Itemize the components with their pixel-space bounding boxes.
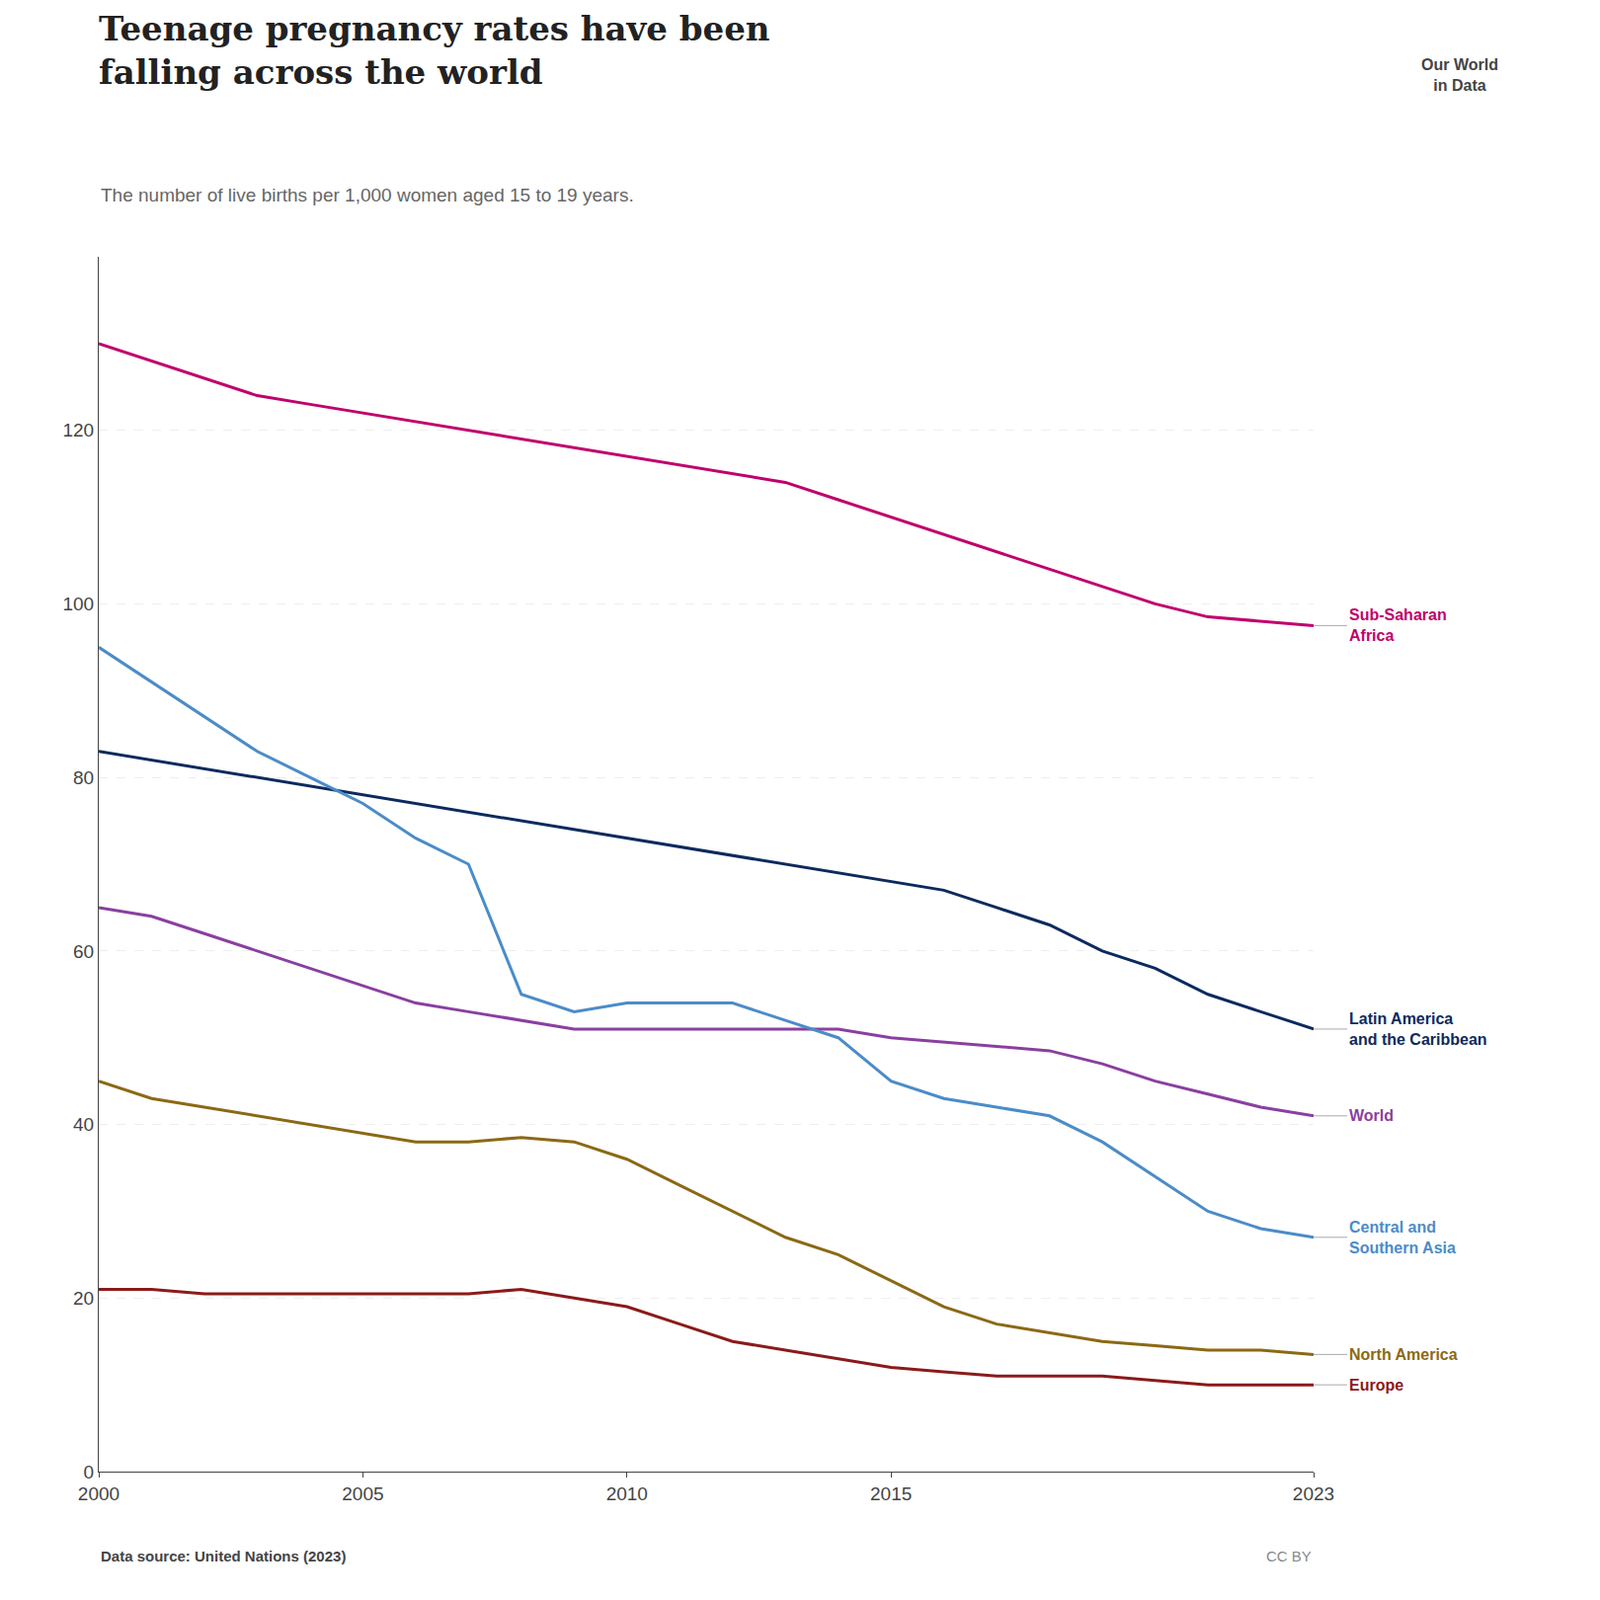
svg-text:2015: 2015 [870,1483,912,1505]
svg-text:Europe: Europe [1349,1376,1404,1394]
svg-text:World: World [1349,1107,1394,1124]
svg-text:Sub-SaharanAfrica: Sub-SaharanAfrica [1349,606,1447,644]
svg-text:120: 120 [62,419,94,441]
svg-text:40: 40 [73,1114,94,1135]
svg-text:Central andSouthern Asia: Central andSouthern Asia [1349,1218,1456,1257]
svg-text:2023: 2023 [1292,1483,1335,1505]
svg-text:Our Worldin Data: Our Worldin Data [1421,56,1499,94]
svg-text:100: 100 [62,593,94,615]
svg-text:North America: North America [1349,1346,1458,1363]
svg-text:60: 60 [73,941,94,962]
svg-text:Data source: United Nations (2: Data source: United Nations (2023) [100,1547,346,1565]
svg-text:Teenage pregnancy rates have b: Teenage pregnancy rates have beenfalling… [98,8,771,92]
svg-text:80: 80 [73,767,94,789]
svg-text:2010: 2010 [606,1483,648,1505]
svg-text:0: 0 [83,1461,95,1483]
svg-text:2005: 2005 [341,1483,384,1505]
svg-text:CC BY: CC BY [1266,1547,1312,1565]
svg-text:The number of live births per: The number of live births per 1,000 wome… [100,184,635,206]
svg-text:20: 20 [73,1287,94,1309]
svg-text:Latin Americaand the Caribbean: Latin Americaand the Caribbean [1349,1010,1488,1048]
svg-text:2000: 2000 [78,1483,120,1505]
